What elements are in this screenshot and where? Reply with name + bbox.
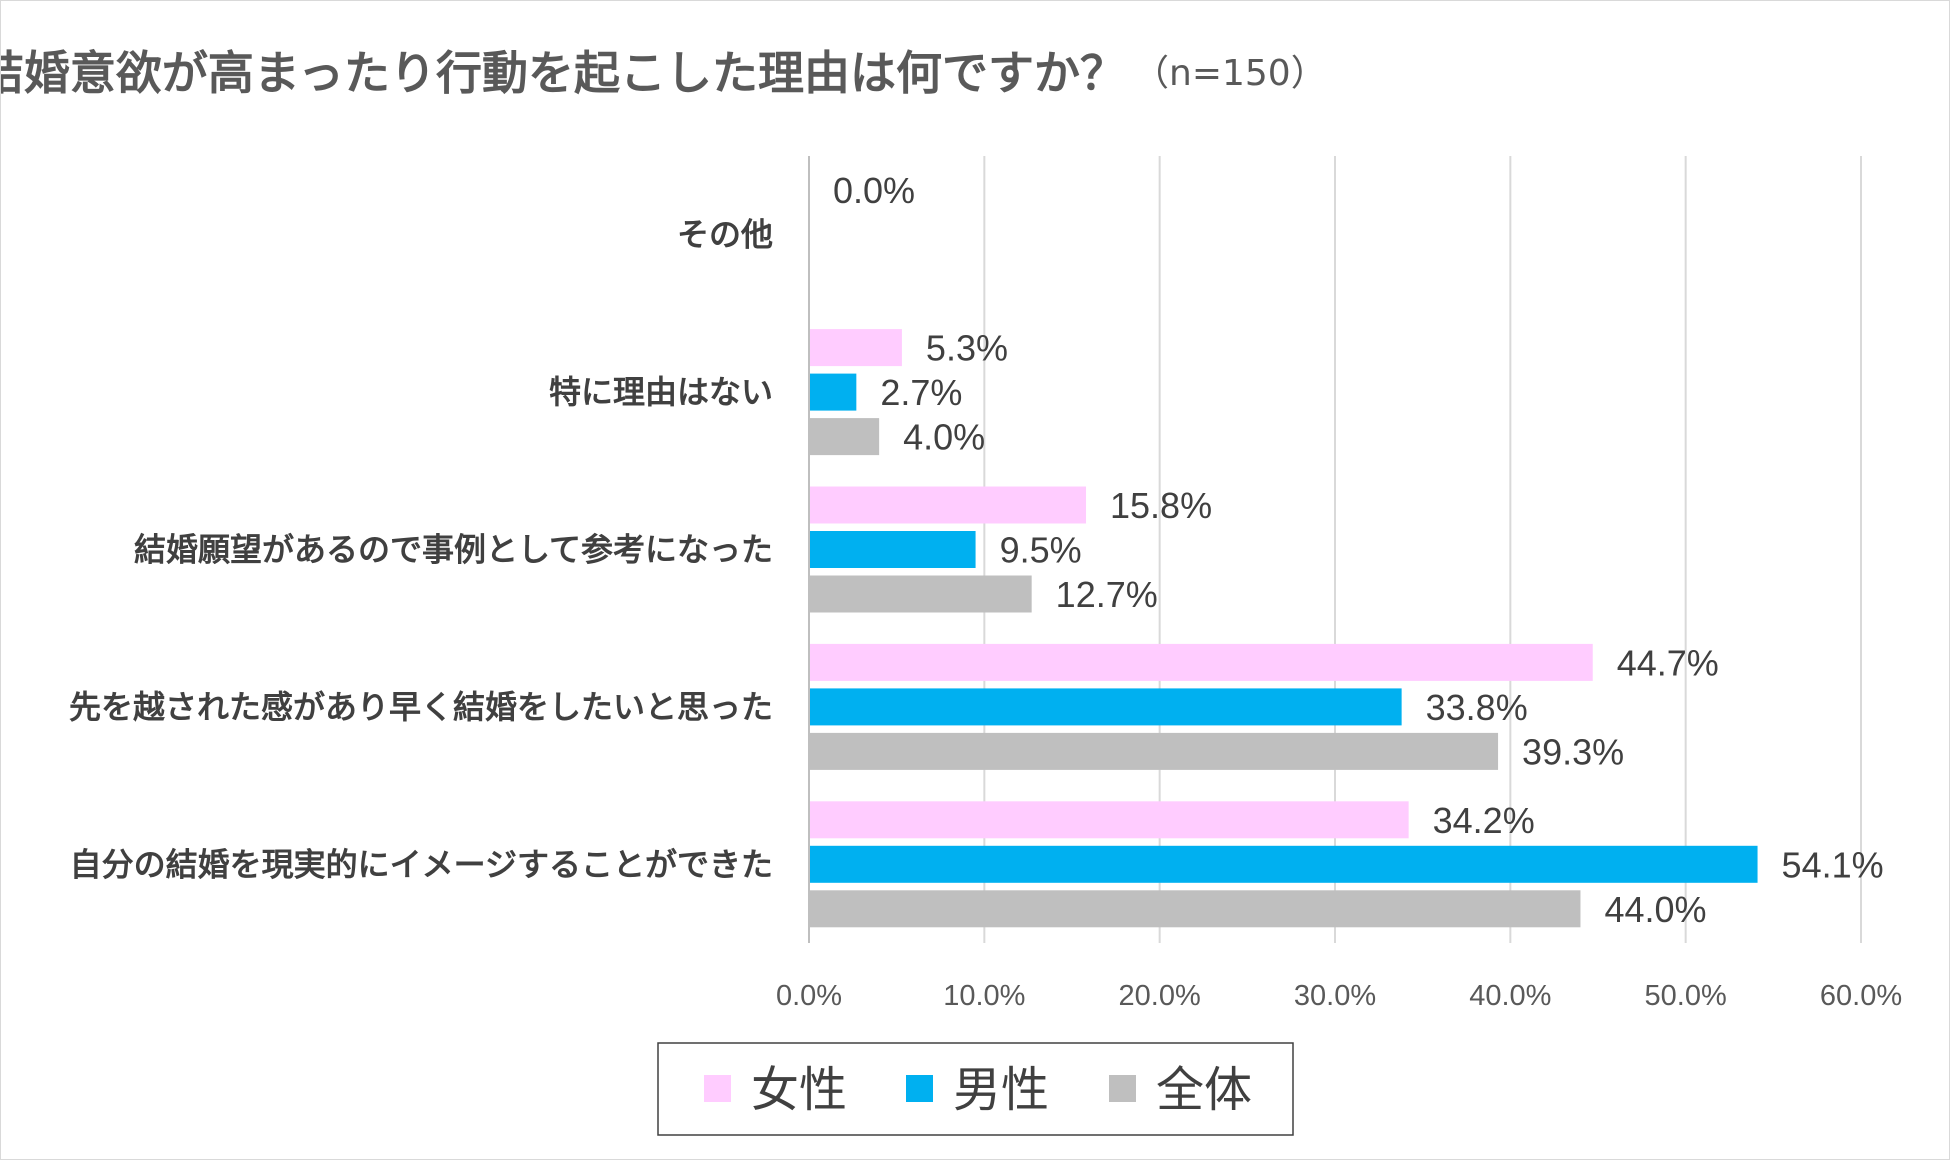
category-label: 自分の結婚を現実的にイメージすることができた: [70, 845, 773, 883]
x-tick-label: 60.0%: [1820, 980, 1902, 1012]
bar: [810, 688, 1402, 726]
data-label: 44.7%: [1617, 642, 1719, 683]
category-labels: その他特に理由はない結婚願望があるので事例として参考になった先を越された感があり…: [69, 216, 773, 884]
bar: [810, 486, 1087, 524]
bar: [810, 329, 902, 367]
data-label: 9.5%: [1000, 530, 1082, 571]
legend-swatch: [704, 1075, 731, 1102]
category-label: その他: [677, 216, 773, 254]
data-label: 15.8%: [1110, 485, 1212, 526]
chart-title: 結婚意欲が高まったり行動を起こした理由は何ですか？: [1, 46, 1126, 100]
legend-label: 全体: [1156, 1062, 1252, 1118]
data-label: 34.2%: [1433, 800, 1535, 841]
x-tick-label: 50.0%: [1645, 980, 1727, 1012]
legend-label: 女性: [751, 1062, 847, 1118]
data-label: 2.7%: [880, 372, 962, 413]
bar: [810, 531, 976, 568]
bar: [810, 575, 1032, 613]
legend-label: 男性: [953, 1062, 1049, 1118]
legend: 女性 男性 全体: [657, 1042, 1294, 1136]
x-tick-label: 0.0%: [776, 980, 842, 1012]
x-tick-label: 30.0%: [1294, 980, 1376, 1012]
category-label: 先を越された感があり早く結婚をしたいと思った: [69, 688, 773, 726]
data-label: 0.0%: [833, 170, 915, 211]
bar: [810, 732, 1499, 770]
bar: [810, 845, 1758, 883]
x-axis-ticks: 0.0% 10.0% 20.0% 30.0% 40.0% 50.0% 60.0%: [776, 980, 1902, 1012]
legend-swatch: [1109, 1075, 1136, 1102]
chart-subtitle: （n=150）: [1133, 53, 1327, 94]
data-label: 5.3%: [926, 328, 1008, 369]
data-label: 12.7%: [1056, 574, 1158, 615]
chart-title-group: 結婚意欲が高まったり行動を起こした理由は何ですか？ （n=150）: [1, 46, 1327, 100]
data-label: 39.3%: [1522, 731, 1624, 772]
bar: [810, 643, 1593, 681]
data-label: 33.8%: [1426, 687, 1528, 728]
data-label: 44.0%: [1604, 889, 1706, 930]
data-labels: 0.0% 5.3%2.7%4.0% 15.8% 9.5%12.7% 44.7% 33.8%…: [833, 170, 1884, 930]
bar: [810, 801, 1409, 839]
bar: [810, 373, 857, 411]
x-tick-label: 10.0%: [943, 980, 1025, 1012]
bar: [810, 418, 880, 456]
data-label: 54.1%: [1782, 844, 1884, 885]
x-tick-label: 40.0%: [1469, 980, 1551, 1012]
legend-box: [657, 1042, 1294, 1136]
x-tick-label: 20.0%: [1119, 980, 1201, 1012]
data-label: 4.0%: [903, 417, 985, 458]
gridlines: [808, 156, 1862, 943]
bar: [810, 890, 1581, 928]
category-label: 結婚願望があるので事例として参考になった: [134, 531, 773, 569]
category-label: 特に理由はない: [549, 373, 773, 411]
bars: [810, 329, 1758, 928]
legend-swatch: [906, 1075, 933, 1102]
